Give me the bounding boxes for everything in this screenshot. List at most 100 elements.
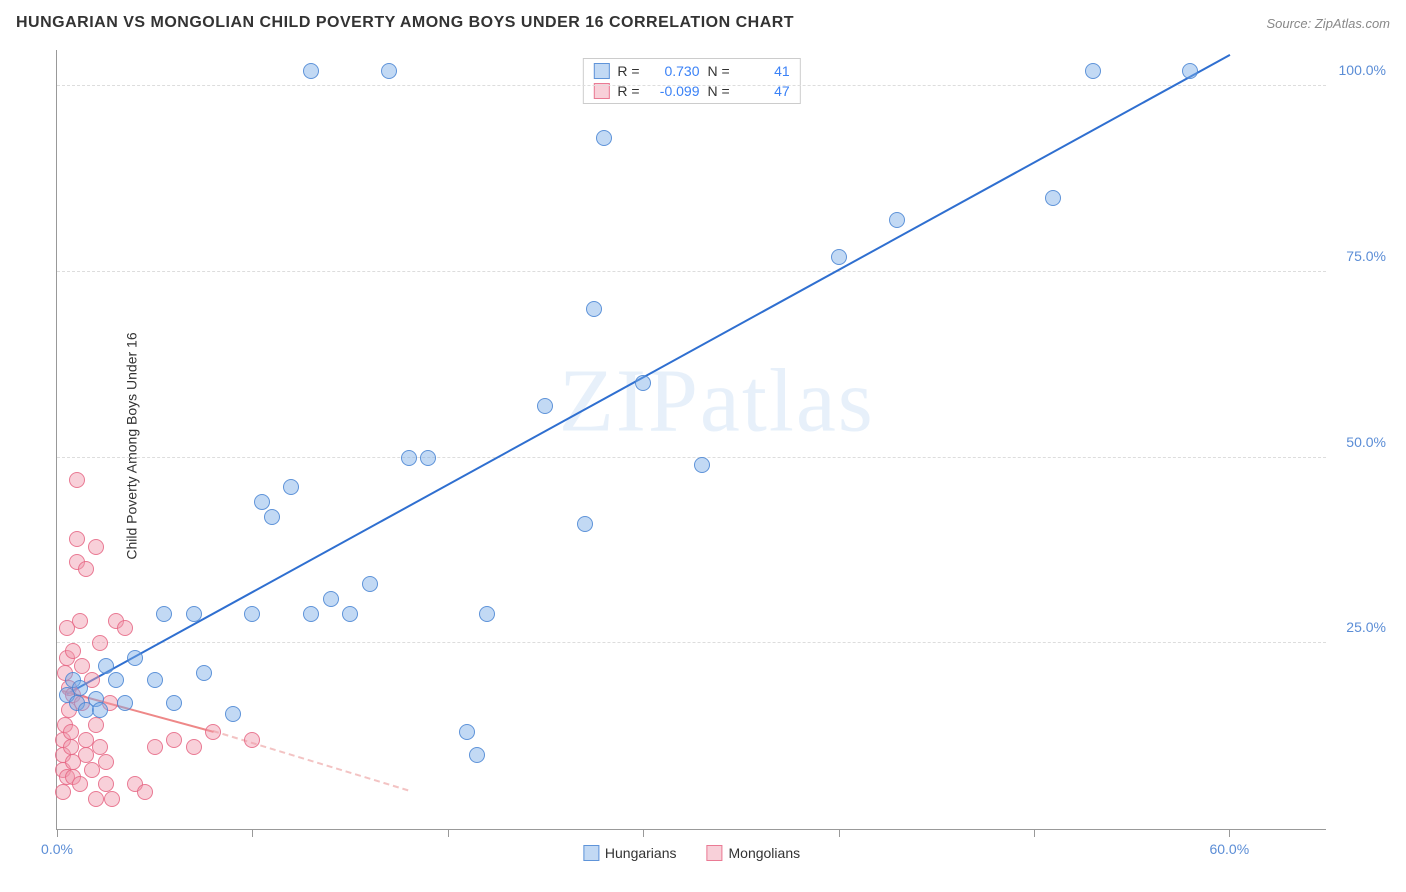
data-point-hungarians xyxy=(1045,190,1061,206)
legend-item-mongolians: Mongolians xyxy=(707,845,801,861)
data-point-mongolians xyxy=(55,784,71,800)
stat-r-value-a: 0.730 xyxy=(648,63,700,79)
y-tick-label: 50.0% xyxy=(1346,434,1386,450)
data-point-hungarians xyxy=(264,509,280,525)
data-point-mongolians xyxy=(98,776,114,792)
data-point-hungarians xyxy=(196,665,212,681)
data-point-mongolians xyxy=(244,732,260,748)
data-point-hungarians xyxy=(889,212,905,228)
trendline xyxy=(66,55,1229,696)
data-point-hungarians xyxy=(303,606,319,622)
stats-row-hungarians: R = 0.730 N = 41 xyxy=(583,61,799,81)
data-point-hungarians xyxy=(420,450,436,466)
data-point-mongolians xyxy=(72,776,88,792)
data-point-mongolians xyxy=(63,724,79,740)
data-point-mongolians xyxy=(63,739,79,755)
data-point-hungarians xyxy=(117,695,133,711)
data-point-hungarians xyxy=(108,672,124,688)
y-tick-label: 25.0% xyxy=(1346,619,1386,635)
data-point-hungarians xyxy=(166,695,182,711)
x-tick-label: 60.0% xyxy=(1209,841,1249,857)
data-point-mongolians xyxy=(186,739,202,755)
data-point-hungarians xyxy=(479,606,495,622)
data-point-hungarians xyxy=(147,672,163,688)
data-point-hungarians xyxy=(381,63,397,79)
x-tick xyxy=(57,829,58,837)
data-point-hungarians xyxy=(254,494,270,510)
data-point-mongolians xyxy=(88,717,104,733)
data-point-hungarians xyxy=(156,606,172,622)
source-attribution: Source: ZipAtlas.com xyxy=(1266,16,1390,31)
stats-row-mongolians: R = -0.099 N = 47 xyxy=(583,81,799,101)
data-point-hungarians xyxy=(459,724,475,740)
data-point-hungarians xyxy=(586,301,602,317)
data-point-hungarians xyxy=(283,479,299,495)
data-point-mongolians xyxy=(65,643,81,659)
y-tick-label: 75.0% xyxy=(1346,248,1386,264)
data-point-mongolians xyxy=(205,724,221,740)
chart-title: HUNGARIAN VS MONGOLIAN CHILD POVERTY AMO… xyxy=(16,14,794,32)
watermark: ZIPatlas xyxy=(559,349,875,452)
data-point-mongolians xyxy=(78,561,94,577)
x-tick xyxy=(643,829,644,837)
data-point-hungarians xyxy=(596,130,612,146)
data-point-hungarians xyxy=(323,591,339,607)
data-point-hungarians xyxy=(244,606,260,622)
data-point-hungarians xyxy=(1085,63,1101,79)
data-point-hungarians xyxy=(342,606,358,622)
data-point-mongolians xyxy=(117,620,133,636)
data-point-hungarians xyxy=(72,680,88,696)
swatch-hungarians-icon xyxy=(593,63,609,79)
gridline xyxy=(57,457,1326,458)
gridline xyxy=(57,271,1326,272)
data-point-hungarians xyxy=(537,398,553,414)
legend-item-hungarians: Hungarians xyxy=(583,845,677,861)
trendline xyxy=(213,730,409,791)
chart-legend: Hungarians Mongolians xyxy=(583,845,800,861)
data-point-mongolians xyxy=(69,531,85,547)
data-point-mongolians xyxy=(88,791,104,807)
data-point-hungarians xyxy=(92,702,108,718)
data-point-mongolians xyxy=(98,754,114,770)
data-point-mongolians xyxy=(147,739,163,755)
data-point-hungarians xyxy=(694,457,710,473)
legend-label-a: Hungarians xyxy=(605,845,677,861)
data-point-hungarians xyxy=(635,375,651,391)
stat-n-label: N = xyxy=(708,63,730,79)
data-point-mongolians xyxy=(92,739,108,755)
stat-n-value-a: 41 xyxy=(738,63,790,79)
data-point-mongolians xyxy=(166,732,182,748)
x-tick xyxy=(1229,829,1230,837)
data-point-mongolians xyxy=(88,539,104,555)
swatch-mongolians-icon xyxy=(707,845,723,861)
legend-label-b: Mongolians xyxy=(729,845,801,861)
stat-r-label: R = xyxy=(617,63,639,79)
data-point-hungarians xyxy=(577,516,593,532)
data-point-hungarians xyxy=(98,658,114,674)
data-point-hungarians xyxy=(225,706,241,722)
data-point-hungarians xyxy=(127,650,143,666)
x-tick xyxy=(1034,829,1035,837)
x-tick xyxy=(839,829,840,837)
correlation-stats-box: R = 0.730 N = 41 R = -0.099 N = 47 xyxy=(582,58,800,104)
data-point-hungarians xyxy=(303,63,319,79)
x-tick-label: 0.0% xyxy=(41,841,73,857)
data-point-hungarians xyxy=(401,450,417,466)
data-point-mongolians xyxy=(69,472,85,488)
x-tick xyxy=(252,829,253,837)
scatter-chart: ZIPatlas R = 0.730 N = 41 R = -0.099 N =… xyxy=(56,50,1326,830)
x-tick xyxy=(448,829,449,837)
swatch-hungarians-icon xyxy=(583,845,599,861)
data-point-mongolians xyxy=(104,791,120,807)
data-point-mongolians xyxy=(92,635,108,651)
y-tick-label: 100.0% xyxy=(1339,62,1386,78)
data-point-hungarians xyxy=(1182,63,1198,79)
data-point-hungarians xyxy=(469,747,485,763)
data-point-hungarians xyxy=(831,249,847,265)
gridline xyxy=(57,85,1326,86)
data-point-mongolians xyxy=(74,658,90,674)
data-point-hungarians xyxy=(362,576,378,592)
gridline xyxy=(57,642,1326,643)
data-point-hungarians xyxy=(186,606,202,622)
data-point-mongolians xyxy=(72,613,88,629)
